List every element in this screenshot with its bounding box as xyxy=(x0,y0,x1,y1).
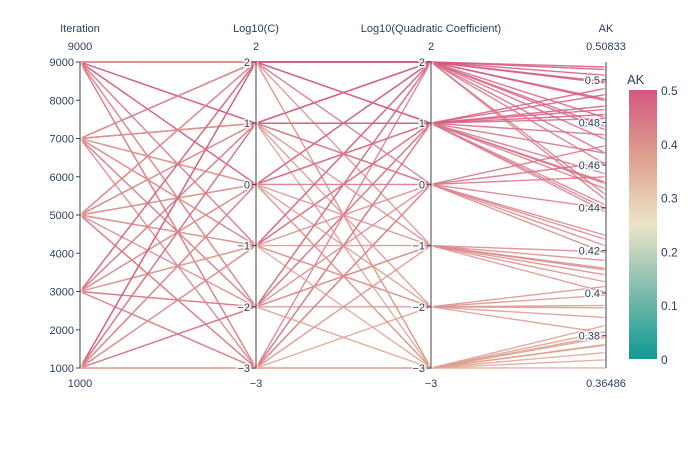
axis-tick-label: 1000 xyxy=(50,363,74,375)
axis-tick-label: 6000 xyxy=(50,172,74,184)
axis-tick-label: 0.48 xyxy=(579,117,600,129)
axis-tick-label: −1 xyxy=(412,241,425,253)
colorbar-tick-label: 0.3 xyxy=(661,192,678,206)
axis-tick-label: −3 xyxy=(412,363,425,375)
axis-tick-label: 2 xyxy=(419,57,425,69)
axis-range-bottom-label: −3 xyxy=(250,378,263,390)
axis-range-top-label: 0.50833 xyxy=(586,41,626,53)
axis-tick-label: 1 xyxy=(244,118,250,130)
data-line xyxy=(80,62,606,139)
axis-tick-label: 8000 xyxy=(50,95,74,107)
axis-tick-label: 7000 xyxy=(50,134,74,146)
axis-tick-label: 9000 xyxy=(50,57,74,69)
data-lines xyxy=(80,62,606,368)
colorbar: AK 0 0.1 0.2 0.3 0.4 0.5 xyxy=(627,72,678,367)
data-line xyxy=(80,177,606,292)
axis-range-bottom-label: −3 xyxy=(425,378,438,390)
colorbar-tick-label: 0.2 xyxy=(661,245,678,259)
axis-range-bottom-label: 1000 xyxy=(68,378,92,390)
axis-tick-label: 1 xyxy=(419,118,425,130)
axis-tick-label: 2 xyxy=(244,57,250,69)
axis-title: Log10(Quadratic Coefficient) xyxy=(361,23,501,35)
axis-tick-label: 0 xyxy=(419,179,425,191)
axis-range-top-label: 9000 xyxy=(68,41,92,53)
axis-tick-label: 0.38 xyxy=(579,331,600,343)
colorbar-tick-label: 0.4 xyxy=(661,138,678,152)
data-line xyxy=(80,292,606,369)
axis-tick-label: −1 xyxy=(237,241,250,253)
axis-tick-label: 0.5 xyxy=(585,75,600,87)
axis-tick-label: −2 xyxy=(412,302,425,314)
axis-tick-label: 4000 xyxy=(50,248,74,260)
axis-title: Iteration xyxy=(60,23,100,35)
colorbar-tick-label: 0 xyxy=(661,353,668,367)
axis-tick-label: 0 xyxy=(244,179,250,191)
axis-title: AK xyxy=(599,23,614,35)
axis-title: Log10(C) xyxy=(233,23,279,35)
colorbar-gradient xyxy=(629,90,657,359)
axis-tick-label: −2 xyxy=(237,302,250,314)
axis-tick-label: 3000 xyxy=(50,287,74,299)
axis-tick-label: 2000 xyxy=(50,325,74,337)
colorbar-title: AK xyxy=(627,72,645,87)
axis-tick-label: 0.44 xyxy=(579,203,600,215)
axis-tick-label: 0.4 xyxy=(585,288,600,300)
data-line xyxy=(80,307,606,368)
axis-tick-label: 5000 xyxy=(50,210,74,222)
colorbar-tick-label: 0.1 xyxy=(661,299,678,313)
axis-tick-label: 0.42 xyxy=(579,245,600,257)
axis-range-top-label: 2 xyxy=(428,41,434,53)
colorbar-tick-label: 0.5 xyxy=(661,84,678,98)
axis-range-bottom-label: 0.36486 xyxy=(586,378,626,390)
axis-tick-label: −3 xyxy=(237,363,250,375)
axis-tick-label: 0.46 xyxy=(579,160,600,172)
axis-range-top-label: 2 xyxy=(253,41,259,53)
data-line xyxy=(80,139,606,308)
